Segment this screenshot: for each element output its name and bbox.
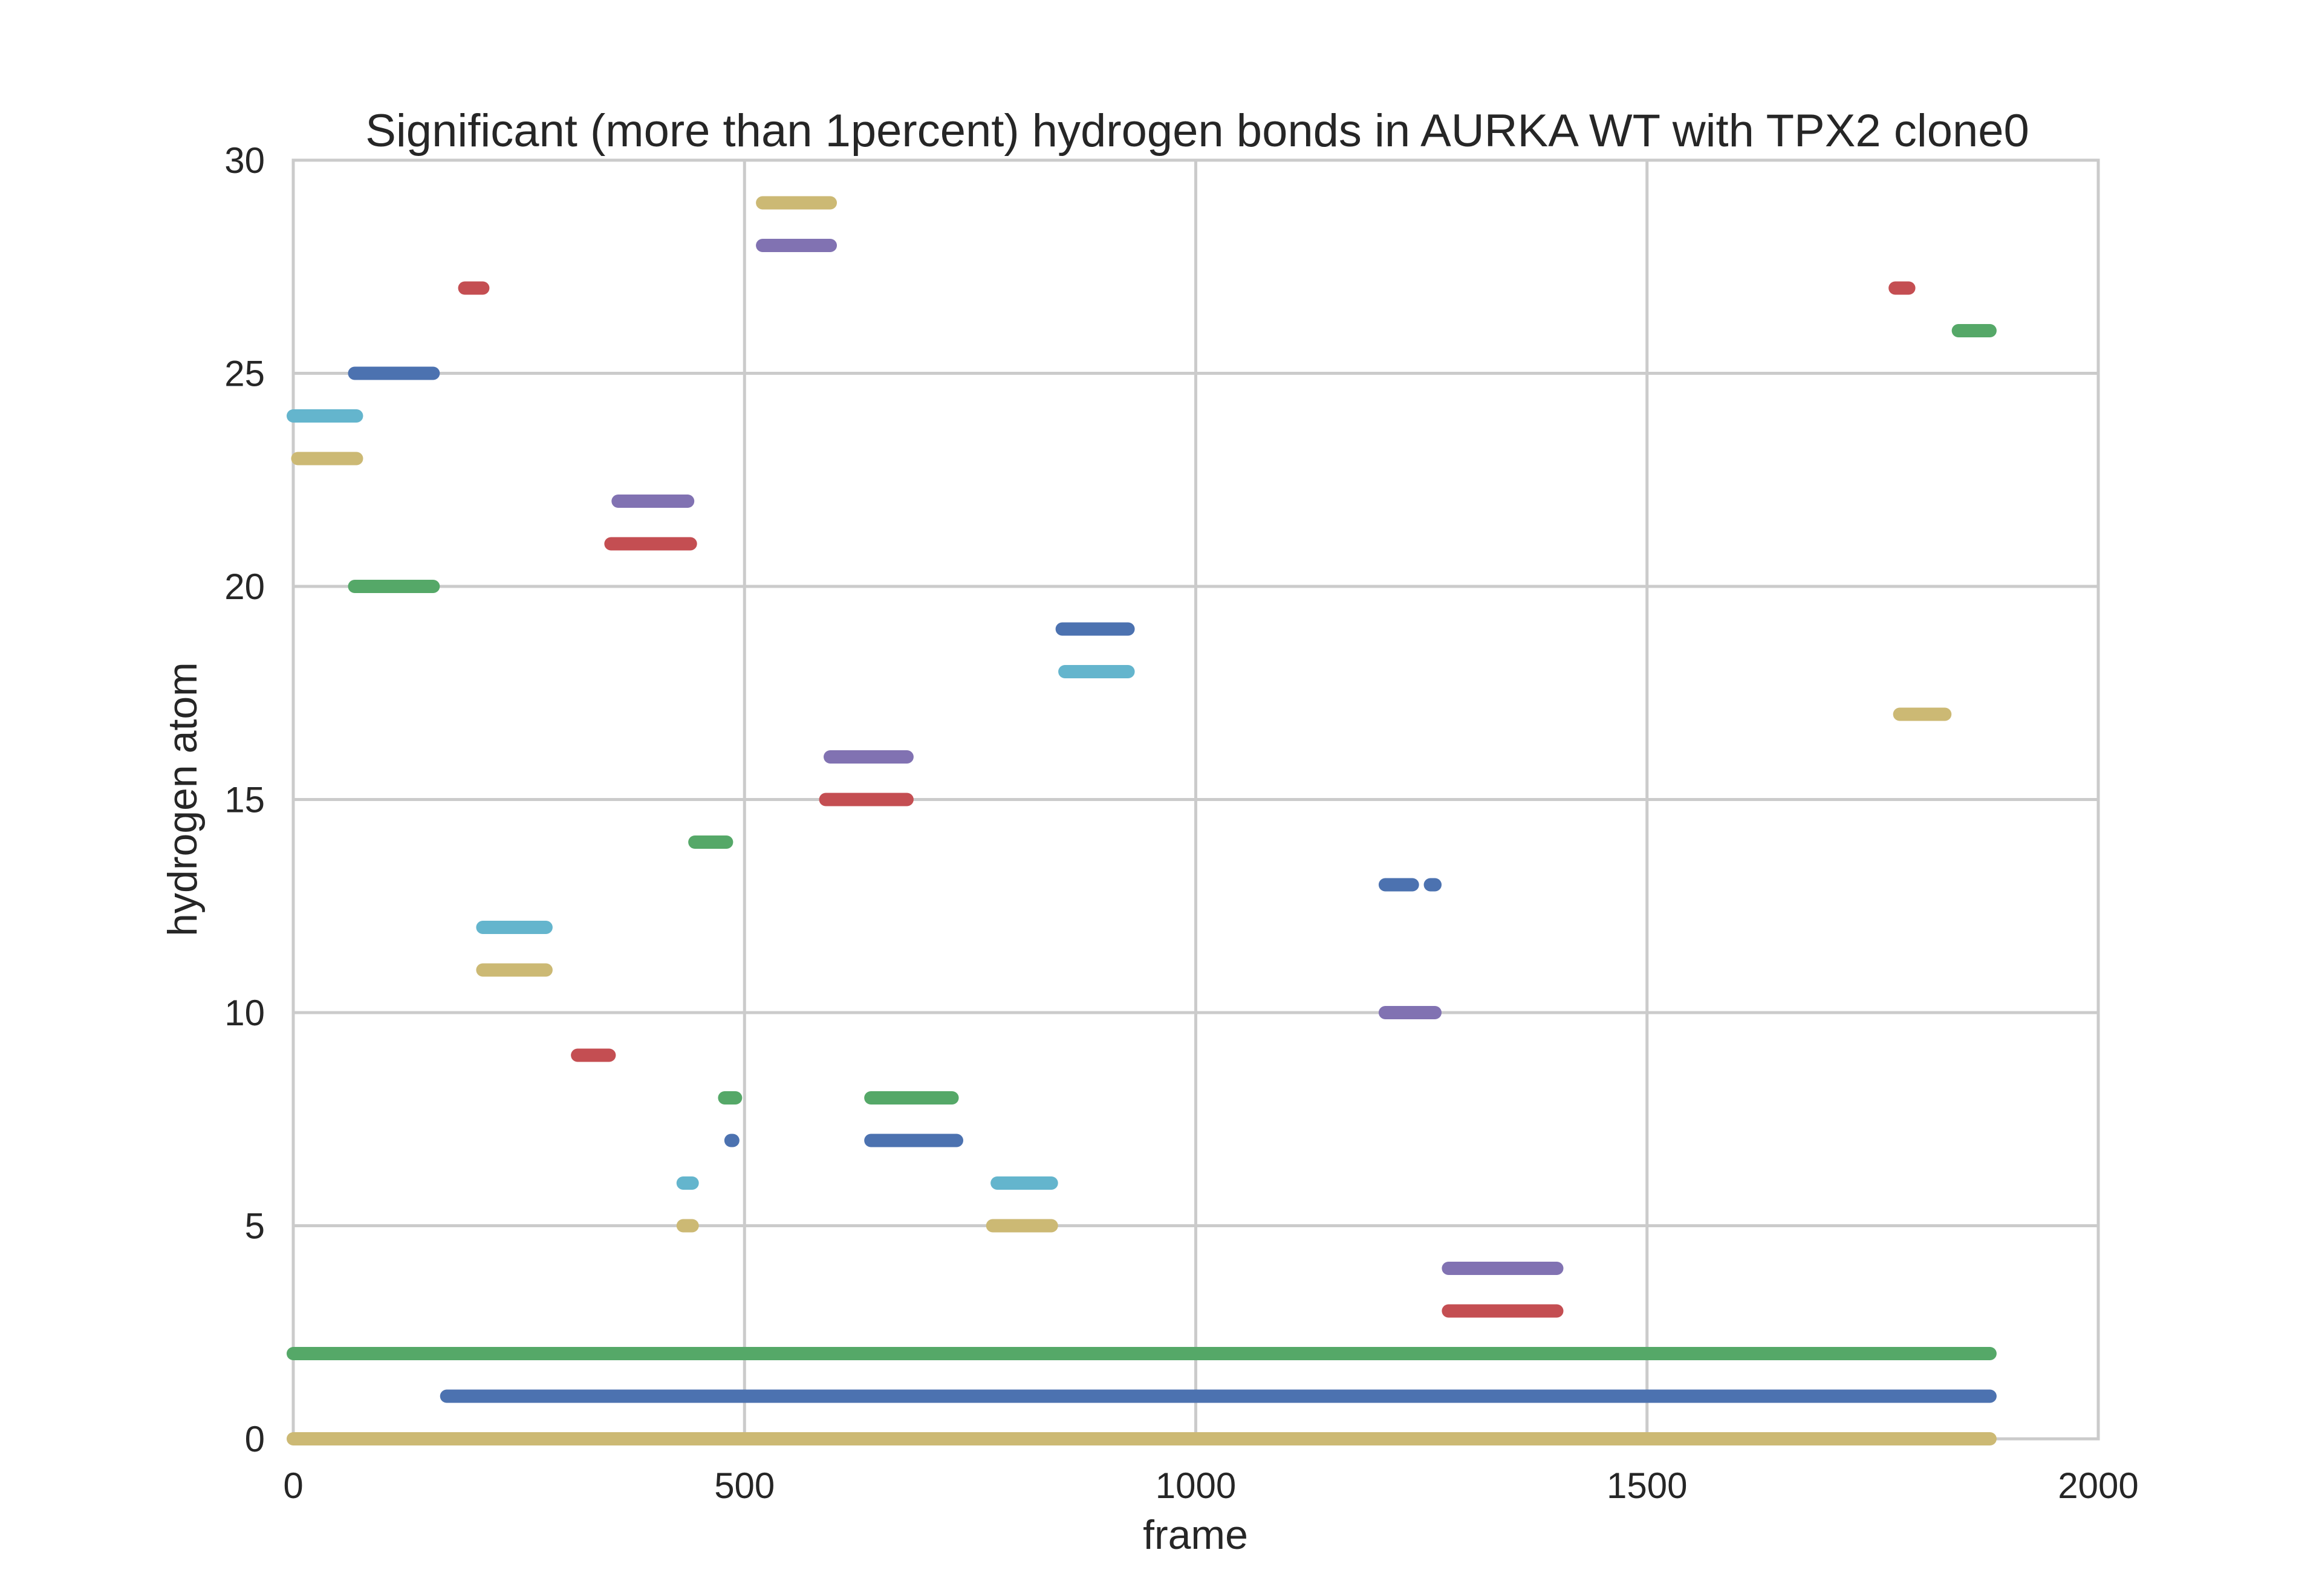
y-axis-label: hydrogen atom (160, 662, 206, 936)
y-tick-label: 5 (245, 1206, 265, 1247)
chart-title: Significant (more than 1percent) hydroge… (365, 105, 2029, 157)
x-tick-label: 0 (283, 1465, 303, 1506)
x-tick-labels: 0 500 1000 1500 2000 (283, 1465, 2138, 1506)
y-tick-label: 30 (224, 140, 265, 181)
y-tick-label: 15 (224, 780, 265, 820)
y-tick-label: 25 (224, 354, 265, 394)
grid (293, 160, 2098, 1439)
x-tick-label: 1000 (1156, 1465, 1236, 1506)
y-tick-label: 20 (224, 566, 265, 607)
x-tick-label: 1500 (1607, 1465, 1687, 1506)
x-tick-label: 500 (714, 1465, 775, 1506)
y-tick-label: 10 (224, 993, 265, 1033)
x-axis-label: frame (1143, 1512, 1248, 1558)
data-marks (287, 196, 1997, 1445)
y-tick-label: 0 (245, 1419, 265, 1459)
x-tick-label: 2000 (2058, 1465, 2138, 1506)
y-tick-labels: 0 5 10 15 20 25 30 (224, 140, 265, 1459)
